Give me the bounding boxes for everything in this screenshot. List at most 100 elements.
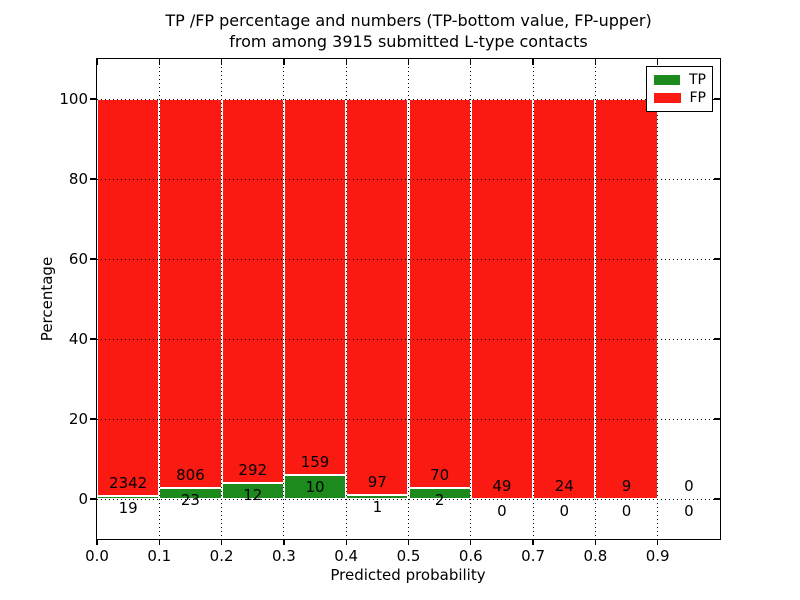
- y-tick-inner-right-60: [714, 258, 720, 260]
- x-tick-0.7: [532, 539, 534, 545]
- x-tick-inner-top-0.6: [470, 59, 472, 65]
- x-tick-inner-top-0.2: [220, 59, 223, 65]
- y-tick-label-100: 100: [59, 90, 88, 108]
- x-tick-0.6: [470, 539, 472, 545]
- bar-segment-tp-5: [408, 487, 471, 499]
- bar-segment-tp-1: [159, 487, 222, 499]
- y-tick-60: [90, 258, 96, 260]
- fp-count-label-2: 292: [238, 461, 268, 480]
- x-tick-label-0.8: 0.8: [583, 547, 608, 565]
- x-tick-inner-top-0.8: [594, 59, 597, 65]
- fp-count-label-0: 2342: [109, 473, 148, 492]
- tp-count-label-7: 0: [559, 502, 570, 520]
- tp-count-label-8: 0: [621, 502, 632, 520]
- x-tick-inner-top-0.1: [158, 59, 160, 65]
- x-tick-label-0.5: 0.5: [396, 547, 421, 565]
- tp-count-label-6: 0: [497, 502, 507, 520]
- y-tick-label-60: 60: [68, 250, 88, 268]
- y-tick-40: [90, 338, 96, 340]
- x-tick-0.0: [96, 539, 98, 545]
- bar-segment-fp-6: [470, 99, 534, 499]
- y-tick-inner-right-0: [714, 498, 720, 500]
- gridline-v-0.7: [532, 59, 534, 539]
- x-tick-0.2: [220, 539, 223, 545]
- bar-segment-tp-3: [283, 475, 347, 499]
- tp-count-label-9: 0: [684, 502, 694, 520]
- gridline-v-0.3: [283, 59, 285, 539]
- x-tick-0.8: [594, 539, 597, 545]
- bar-segment-fp-5: [408, 99, 471, 488]
- x-tick-0.3: [283, 539, 285, 545]
- x-tick-0.1: [158, 539, 160, 545]
- gridline-v-0.5: [408, 59, 409, 539]
- gridline-v-0.9: [657, 59, 659, 539]
- x-tick-inner-top-0.7: [532, 59, 534, 65]
- y-tick-inner-right-20: [714, 418, 720, 420]
- x-tick-inner-top-0.4: [345, 59, 347, 65]
- bar-segment-fp-7: [533, 99, 596, 499]
- x-tick-label-0.3: 0.3: [271, 547, 296, 565]
- bar-segment-tp-4: [346, 494, 409, 499]
- y-tick-100: [90, 98, 96, 100]
- tp-count-label-1: 23: [180, 490, 200, 509]
- legend-label-tp: TP: [689, 72, 706, 88]
- bar-segment-fp-0: [97, 99, 160, 496]
- x-tick-inner-top-0.3: [283, 59, 285, 65]
- fp-count-label-6: 49: [492, 477, 512, 495]
- fp-count-label-4: 97: [367, 472, 387, 491]
- bar-segment-tp-0: [97, 495, 160, 499]
- tp-count-label-5: 2: [434, 490, 445, 509]
- x-tick-label-0.7: 0.7: [521, 547, 546, 565]
- chart-title-line1: TP /FP percentage and numbers (TP-bottom…: [165, 11, 652, 30]
- y-tick-20: [90, 418, 96, 420]
- y-axis-title: Percentage: [38, 256, 56, 342]
- x-tick-0.5: [407, 539, 410, 545]
- fp-count-label-8: 9: [621, 477, 632, 495]
- x-tick-inner-top-0.9: [657, 59, 659, 65]
- x-tick-inner-top-0.0: [96, 59, 98, 65]
- x-tick-label-0.1: 0.1: [147, 547, 172, 565]
- y-tick-80: [90, 178, 96, 180]
- x-tick-0.4: [345, 539, 347, 545]
- gridline-v-0.4: [345, 59, 347, 539]
- y-tick-inner-right-40: [714, 338, 720, 340]
- gridline-v-0.2: [221, 59, 223, 539]
- tp-count-label-3: 10: [305, 478, 325, 497]
- x-axis-title: Predicted probability: [330, 566, 486, 584]
- bar-segment-tp-2: [221, 483, 284, 499]
- x-tick-label-0.6: 0.6: [458, 547, 483, 565]
- gridline-v-0.6: [470, 59, 472, 539]
- y-tick-inner-right-100: [714, 98, 720, 100]
- y-tick-inner-right-80: [714, 178, 720, 180]
- bar-segment-fp-4: [346, 99, 409, 495]
- legend: TP FP: [646, 66, 713, 112]
- chart-title: TP /FP percentage and numbers (TP-bottom…: [97, 10, 720, 52]
- bar-segment-fp-8: [595, 99, 658, 499]
- legend-entry-fp: FP: [654, 91, 706, 105]
- bar-segment-fp-3: [283, 99, 347, 476]
- bar-segment-fp-1: [159, 99, 222, 488]
- tp-count-label-4: 1: [372, 497, 383, 516]
- y-tick-label-0: 0: [78, 490, 88, 508]
- gridline-v-0.1: [158, 59, 160, 539]
- fp-count-label-7: 24: [554, 477, 574, 495]
- x-tick-label-0.4: 0.4: [334, 547, 359, 565]
- x-tick-inner-top-0.5: [407, 59, 410, 65]
- fp-count-label-1: 806: [176, 465, 205, 484]
- fp-count-label-9: 0: [684, 477, 694, 495]
- gridline-v-0.8: [594, 59, 596, 539]
- legend-swatch-tp: [654, 75, 680, 85]
- x-tick-0.9: [657, 539, 659, 545]
- x-tick-label-0.2: 0.2: [209, 547, 234, 565]
- legend-swatch-fp: [654, 93, 681, 103]
- y-tick-label-80: 80: [68, 170, 88, 188]
- x-tick-label-0.9: 0.9: [645, 547, 670, 565]
- chart-title-line2: from among 3915 submitted L-type contact…: [229, 32, 588, 51]
- fp-count-label-3: 159: [300, 453, 330, 472]
- x-tick-label-0.0: 0.0: [85, 547, 109, 565]
- legend-label-fp: FP: [689, 90, 707, 106]
- tp-count-label-0: 19: [118, 498, 138, 517]
- fp-count-label-5: 70: [430, 465, 450, 484]
- legend-entry-tp: TP: [654, 73, 706, 87]
